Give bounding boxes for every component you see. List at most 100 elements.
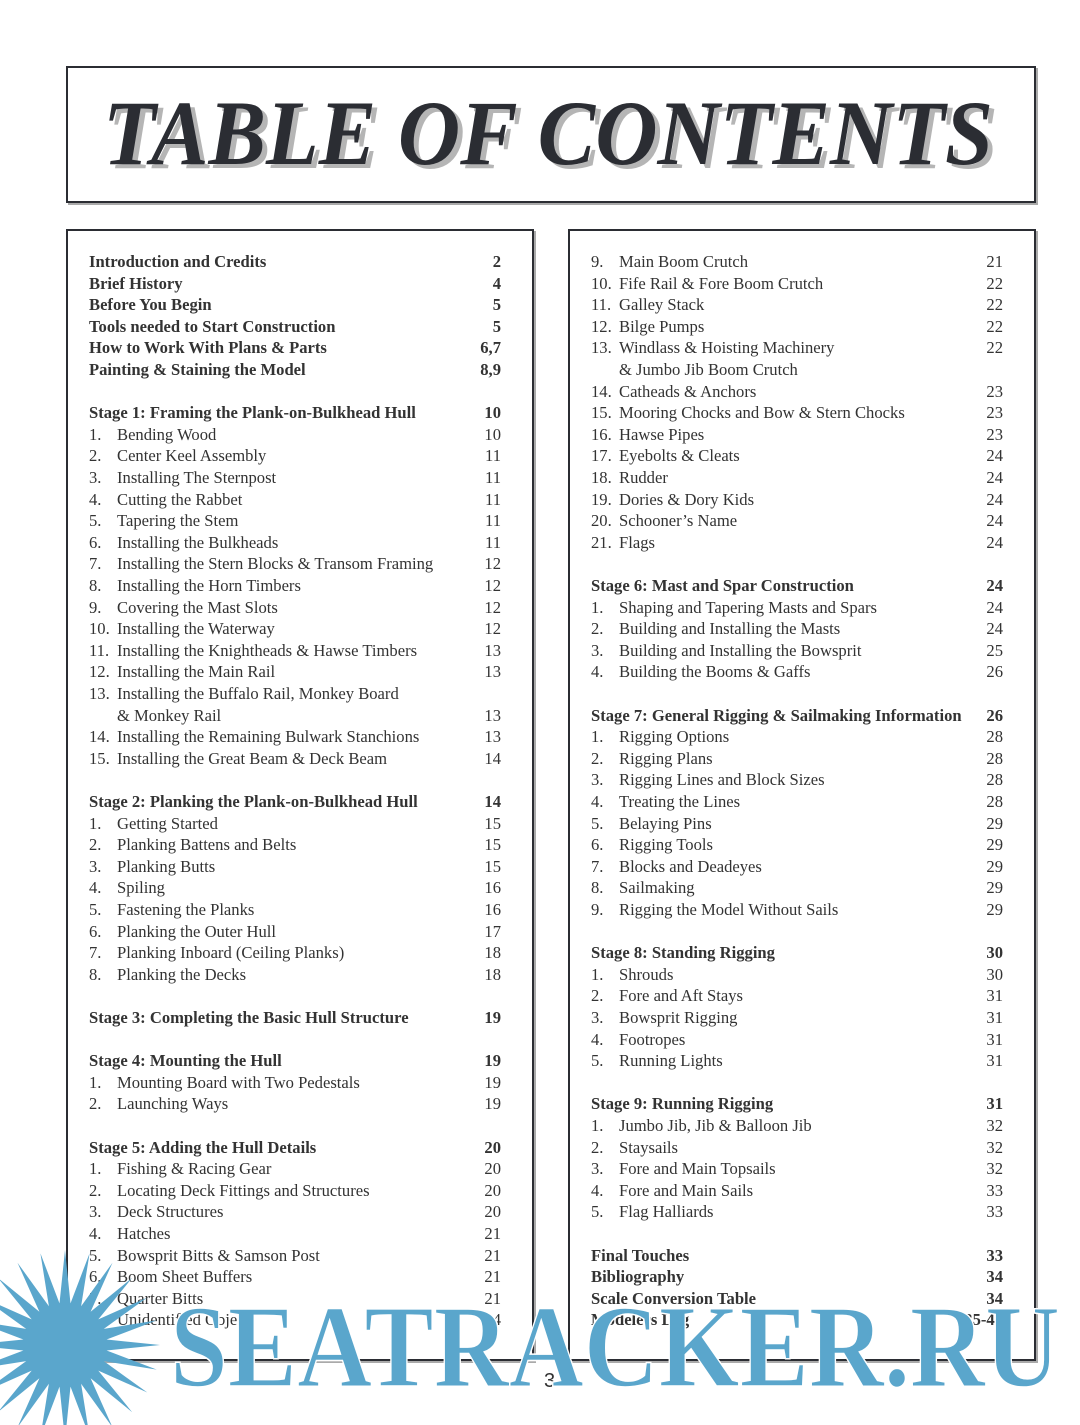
entry-page: 23 — [986, 381, 1003, 401]
entry-number: 8. — [89, 1310, 102, 1330]
entry-page: 13 — [484, 640, 501, 660]
entry-page: 31 — [986, 1008, 1003, 1027]
toc-entry: 3. Building and Installing the Bowsprit 25 — [570, 640, 1034, 662]
toc-entry: 3. Planking Butts 15 — [68, 856, 532, 878]
entry-title: Fife Rail & Fore Boom Crutch — [619, 273, 824, 293]
entry-number: 3. — [591, 1159, 604, 1179]
toc-section-heading: Stage 2: Planking the Plank-on-Bulkhead … — [68, 791, 532, 813]
entry-number: 11. — [591, 295, 612, 315]
entry-title: How to Work With Plans & Parts — [89, 338, 327, 358]
entry-number: 9. — [591, 252, 604, 271]
entry-title: Getting Started — [117, 813, 218, 833]
toc-entry: 4. Cutting the Rabbet 11 — [68, 489, 532, 511]
entry-title: Dories & Dory Kids — [619, 489, 755, 509]
title-box: TABLE OF CONTENTS — [66, 66, 1036, 203]
entry-title: Quarter Bitts — [117, 1288, 204, 1308]
toc-entry: 1. Shaping and Tapering Masts and Spars 24 — [570, 597, 1034, 619]
entry-title: Covering the Mast Slots — [117, 597, 278, 617]
entry-number: 7. — [89, 1288, 102, 1308]
entry-number: 6. — [591, 835, 604, 855]
entry-page: 21 — [986, 252, 1003, 271]
entry-title: Unidentified Object — [117, 1310, 250, 1330]
entry-page: 5 — [492, 316, 501, 336]
entry-number: 1. — [89, 813, 102, 833]
toc-entry: 4. Spiling 16 — [68, 877, 532, 899]
toc-section-heading: Tools needed to Start Construction 5 — [68, 316, 532, 338]
toc-entry: 4. Footropes 31 — [570, 1029, 1034, 1051]
entry-title: Scale Conversion Table — [591, 1288, 757, 1308]
entry-number: 6. — [89, 1267, 102, 1287]
entry-page: 22 — [986, 273, 1003, 293]
entry-page: 33 — [986, 1180, 1003, 1200]
entry-title: Before You Begin — [89, 295, 212, 315]
entry-page: 12 — [484, 576, 501, 595]
entry-page: 23 — [986, 424, 1003, 444]
entry-page: 24 — [986, 597, 1003, 617]
entry-number: 4. — [591, 792, 604, 811]
entry-title: Treating the Lines — [619, 792, 741, 811]
entry-page: 33 — [986, 1202, 1003, 1222]
entry-page: 34 — [986, 1288, 1003, 1308]
toc-entry: 3. Fore and Main Topsails 32 — [570, 1158, 1034, 1180]
toc-entry: 18. Rudder 24 — [570, 467, 1034, 489]
entry-title: Hawse Pipes — [619, 424, 705, 444]
toc-entry: 3. Installing The Sternpost 11 — [68, 467, 532, 489]
entry-number: 20. — [591, 511, 612, 531]
entry-page: 24 — [986, 446, 1003, 466]
entry-number: 5. — [591, 813, 604, 833]
toc-entry: & Jumbo Jib Boom Crutch — [570, 359, 1034, 381]
entry-page: 15 — [484, 813, 501, 833]
entry-title: Flag Halliards — [619, 1202, 714, 1222]
entry-title: Stage 5: Adding the Hull Details — [89, 1137, 317, 1157]
entry-page: 28 — [986, 727, 1003, 747]
entry-title: Sailmaking — [619, 878, 695, 898]
entry-page: 11 — [485, 511, 501, 531]
toc-entry: 3. Rigging Lines and Block Sizes 28 — [570, 769, 1034, 791]
toc-entry: 1. Shrouds 30 — [570, 964, 1034, 986]
entry-page: 14 — [484, 748, 501, 768]
entry-number: 3. — [591, 640, 604, 660]
entry-title: Schooner’s Name — [619, 511, 738, 531]
entry-page: 11 — [485, 532, 501, 552]
entry-title: Galley Stack — [619, 295, 705, 315]
toc-entry: 9. Main Boom Crutch 21 — [570, 251, 1034, 273]
toc-entry: 3. Bowsprit Rigging 31 — [570, 1007, 1034, 1029]
entry-number: 16. — [591, 424, 612, 444]
entry-title: Building and Installing the Masts — [619, 619, 841, 639]
entry-page: 13 — [484, 705, 501, 725]
entry-page: 30 — [986, 943, 1003, 963]
toc-section-heading: Stage 3: Completing the Basic Hull Struc… — [68, 1007, 532, 1029]
entry-page: 6,7 — [480, 338, 501, 358]
entry-page: 32 — [986, 1159, 1003, 1179]
entry-number: 15. — [89, 748, 110, 768]
entry-title: Installing the Main Rail — [117, 662, 276, 682]
entry-title: Boom Sheet Buffers — [117, 1267, 253, 1287]
entry-page: 5 — [492, 295, 501, 315]
entry-title: Catheads & Anchors — [619, 381, 757, 401]
entry-title: Hatches — [117, 1224, 171, 1243]
entry-page: 13 — [484, 662, 501, 682]
entry-title: Fore and Main Sails — [619, 1180, 754, 1200]
toc-entry: 10. Fife Rail & Fore Boom Crutch 22 — [570, 273, 1034, 295]
toc-entry: 10. Installing the Waterway 12 — [68, 618, 532, 640]
toc-entry: 2. Planking Battens and Belts 15 — [68, 834, 532, 856]
entry-title: Building and Installing the Bowsprit — [619, 640, 862, 660]
entry-title: Installing the Buffalo Rail, Monkey Boar… — [117, 684, 399, 703]
entry-title: Building the Booms & Gaffs — [619, 662, 811, 682]
entry-number: 10. — [89, 619, 110, 639]
entry-title: Stage 3: Completing the Basic Hull Struc… — [89, 1008, 409, 1027]
toc-entry: 8. Unidentified Object 24 — [68, 1309, 532, 1331]
page-title: TABLE OF CONTENTS — [103, 82, 993, 184]
entry-number: 1. — [89, 424, 102, 444]
toc-entry: 7. Blocks and Deadeyes 29 — [570, 856, 1034, 878]
toc-entry: 5. Bowsprit Bitts & Samson Post 21 — [68, 1245, 532, 1267]
toc-section-heading: Stage 8: Standing Rigging 30 — [570, 942, 1034, 964]
entry-title: Belaying Pins — [619, 813, 712, 833]
entry-page: 15 — [484, 856, 501, 876]
entry-page: 8,9 — [480, 360, 501, 379]
toc-entry: 8. Planking the Decks 18 — [68, 964, 532, 986]
entry-title: Fore and Main Topsails — [619, 1159, 776, 1179]
entry-page: 21 — [484, 1245, 501, 1265]
entry-title: Center Keel Assembly — [117, 446, 267, 466]
toc-entry: 1. Jumbo Jib, Jib & Balloon Jib 32 — [570, 1115, 1034, 1137]
